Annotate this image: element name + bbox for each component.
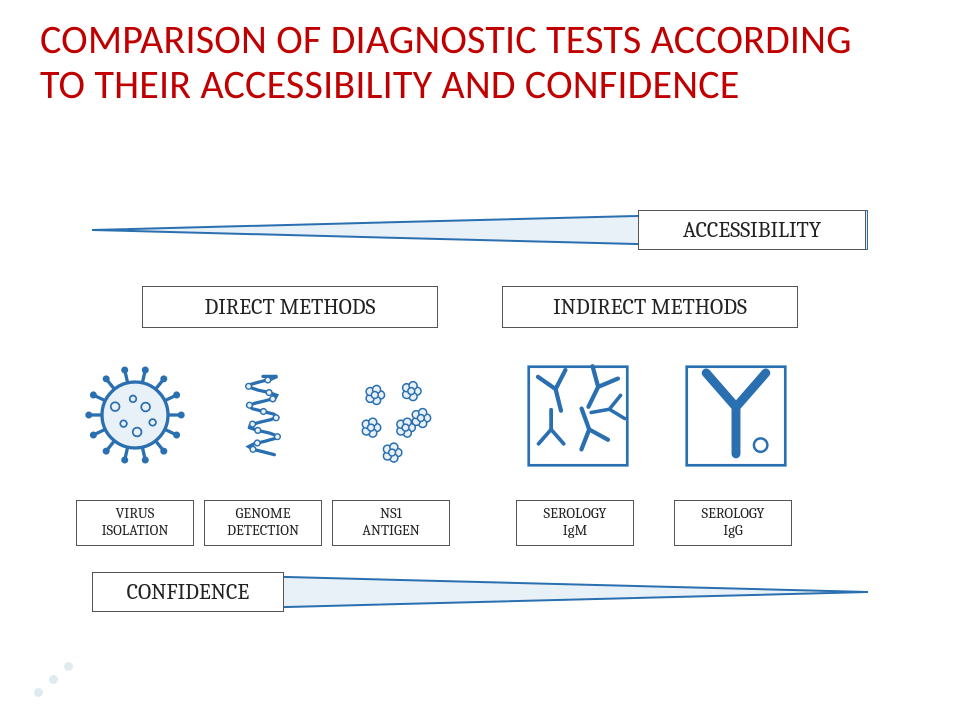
genome-detection-line2: DETECTION (227, 522, 299, 539)
serology-igm-line2: IgM (563, 522, 588, 539)
ns1-antigen-label: NS1 ANTIGEN (332, 500, 450, 546)
serology-igg-line1: SEROLOGY (702, 505, 765, 522)
igm-icon (522, 360, 634, 472)
serology-igm-label: SEROLOGY IgM (516, 500, 634, 546)
rna-icon (218, 364, 308, 468)
indirect-methods-label: INDIRECT METHODS (502, 286, 798, 328)
decor-bullets-icon (34, 662, 74, 702)
ns1-antigen-line1: NS1 (380, 505, 402, 522)
serology-igg-label: SEROLOGY IgG (674, 500, 792, 546)
slide-title: COMPARISON OF DIAGNOSTIC TESTS ACCORDING… (40, 18, 900, 108)
serology-igg-line2: IgG (723, 522, 742, 539)
igg-icon (680, 360, 792, 472)
genome-detection-label: GENOME DETECTION (204, 500, 322, 546)
virus-isolation-label: VIRUS ISOLATION (76, 500, 194, 546)
direct-methods-label: DIRECT METHODS (142, 286, 438, 328)
accessibility-label: ACCESSIBILITY (638, 210, 866, 250)
serology-igm-line1: SEROLOGY (544, 505, 607, 522)
clusters-icon (346, 370, 442, 466)
ns1-antigen-line2: ANTIGEN (362, 522, 419, 539)
virus-isolation-line1: VIRUS (116, 505, 155, 522)
confidence-label: CONFIDENCE (92, 572, 284, 612)
virus-icon (80, 360, 190, 470)
virus-isolation-line2: ISOLATION (102, 522, 169, 539)
slide: COMPARISON OF DIAGNOSTIC TESTS ACCORDING… (0, 0, 960, 720)
genome-detection-line1: GENOME (235, 505, 290, 522)
diagram: ACCESSIBILITY DIRECT METHODS INDIRECT ME… (70, 200, 890, 620)
